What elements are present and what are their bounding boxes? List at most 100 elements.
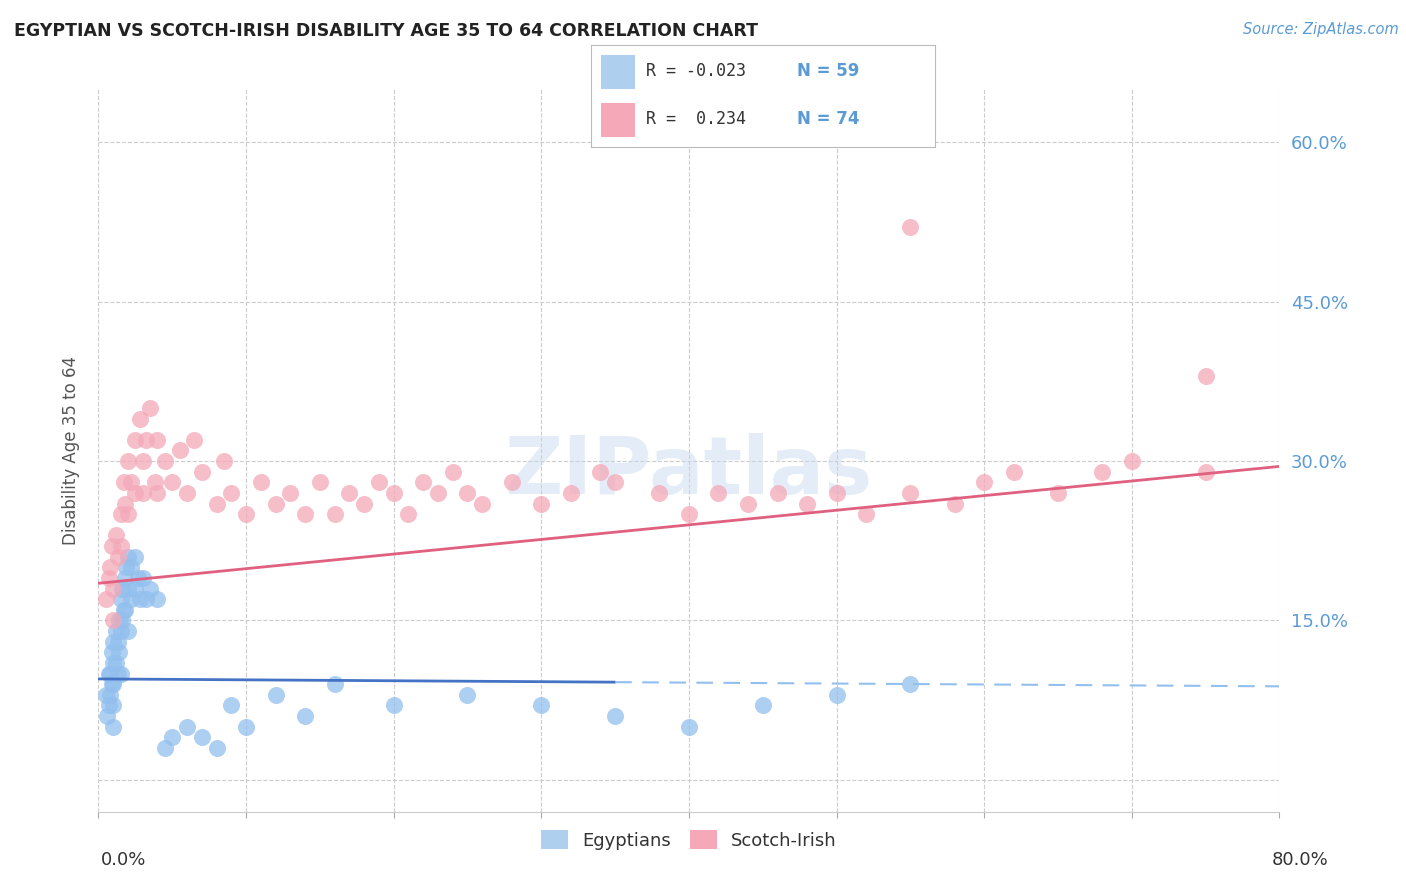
- Point: [294, 507, 316, 521]
- Point: [560, 486, 582, 500]
- Point: [146, 433, 169, 447]
- Point: [1091, 465, 1114, 479]
- Point: [900, 486, 922, 500]
- Point: [103, 677, 125, 691]
- Point: [382, 486, 405, 500]
- Point: [1002, 465, 1025, 479]
- Point: [153, 741, 176, 756]
- Point: [648, 486, 671, 500]
- Point: [100, 539, 122, 553]
- Point: [110, 624, 132, 639]
- Point: [117, 549, 139, 564]
- Point: [120, 560, 142, 574]
- Point: [110, 666, 132, 681]
- Point: [264, 688, 287, 702]
- Point: [105, 528, 128, 542]
- Point: [368, 475, 391, 490]
- Point: [124, 486, 146, 500]
- Point: [1046, 486, 1070, 500]
- Point: [264, 497, 287, 511]
- Point: [114, 497, 136, 511]
- Point: [205, 497, 228, 511]
- Point: [737, 497, 759, 511]
- Point: [176, 486, 198, 500]
- Point: [280, 486, 302, 500]
- Point: [128, 411, 150, 425]
- Point: [530, 497, 553, 511]
- Point: [110, 592, 132, 607]
- Point: [111, 614, 134, 628]
- Point: [235, 507, 257, 521]
- Point: [139, 582, 162, 596]
- Point: [132, 454, 155, 468]
- Point: [139, 401, 162, 415]
- Point: [94, 592, 117, 607]
- Point: [382, 698, 405, 713]
- Point: [117, 454, 139, 468]
- Text: 80.0%: 80.0%: [1272, 851, 1329, 869]
- Point: [250, 475, 273, 490]
- Point: [323, 507, 346, 521]
- Point: [900, 220, 922, 235]
- Point: [153, 454, 176, 468]
- Point: [94, 688, 117, 702]
- Point: [127, 571, 149, 585]
- Point: [501, 475, 523, 490]
- Point: [112, 475, 135, 490]
- Text: R =  0.234: R = 0.234: [645, 111, 745, 128]
- Point: [111, 582, 134, 596]
- Point: [103, 720, 125, 734]
- Point: [900, 677, 922, 691]
- Point: [97, 698, 120, 713]
- Point: [427, 486, 450, 500]
- Point: [103, 698, 125, 713]
- Point: [825, 486, 848, 500]
- Y-axis label: Disability Age 35 to 64: Disability Age 35 to 64: [62, 356, 80, 545]
- Point: [112, 603, 135, 617]
- Legend: Egyptians, Scotch-Irish: Egyptians, Scotch-Irish: [534, 823, 844, 857]
- Point: [707, 486, 730, 500]
- Point: [115, 560, 138, 574]
- Point: [323, 677, 346, 691]
- Point: [97, 571, 120, 585]
- Point: [143, 475, 166, 490]
- Point: [98, 688, 121, 702]
- Point: [943, 497, 966, 511]
- Point: [589, 465, 612, 479]
- Point: [146, 486, 169, 500]
- Point: [124, 433, 146, 447]
- Point: [97, 666, 120, 681]
- Point: [605, 709, 627, 723]
- Point: [339, 486, 361, 500]
- Point: [107, 666, 129, 681]
- Point: [117, 624, 139, 639]
- Point: [530, 698, 553, 713]
- FancyBboxPatch shape: [600, 55, 636, 88]
- Point: [457, 486, 479, 500]
- Point: [471, 497, 494, 511]
- Point: [124, 582, 146, 596]
- Point: [309, 475, 332, 490]
- Point: [132, 571, 155, 585]
- Point: [117, 582, 139, 596]
- Point: [412, 475, 434, 490]
- Point: [105, 656, 128, 670]
- Point: [1195, 369, 1218, 384]
- Point: [176, 720, 198, 734]
- Point: [107, 634, 129, 648]
- Point: [124, 549, 146, 564]
- Point: [100, 645, 122, 659]
- Point: [678, 720, 700, 734]
- Point: [1121, 454, 1143, 468]
- Point: [108, 645, 131, 659]
- Point: [103, 614, 125, 628]
- Text: N = 74: N = 74: [797, 111, 859, 128]
- Text: ZIPatlas: ZIPatlas: [505, 434, 873, 511]
- Text: N = 59: N = 59: [797, 62, 859, 80]
- Point: [135, 433, 157, 447]
- Point: [221, 698, 243, 713]
- Point: [1195, 465, 1218, 479]
- Point: [162, 475, 183, 490]
- Point: [294, 709, 316, 723]
- Point: [98, 666, 121, 681]
